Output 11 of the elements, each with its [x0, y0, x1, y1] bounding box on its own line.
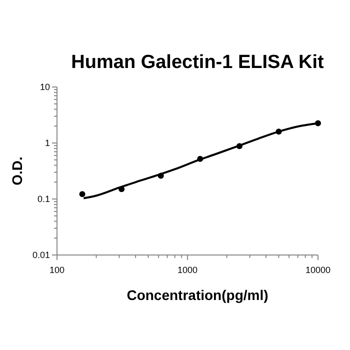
y-tick-label: 10 [40, 82, 50, 92]
y-tick-label: 0.1 [37, 194, 50, 204]
x-tick-label: 100 [49, 265, 65, 275]
x-axis-title: Concentration(pg/ml) [126, 287, 268, 303]
y-tick-label: 0.01 [32, 250, 50, 260]
chart-title: Human Galectin-1 ELISA Kit [71, 52, 325, 73]
x-tick-label: 10000 [305, 265, 331, 275]
y-axis-title: O.D. [9, 156, 25, 186]
x-tick-label: 1000 [177, 265, 198, 275]
y-tick-label: 1 [44, 138, 50, 148]
point [79, 191, 86, 198]
